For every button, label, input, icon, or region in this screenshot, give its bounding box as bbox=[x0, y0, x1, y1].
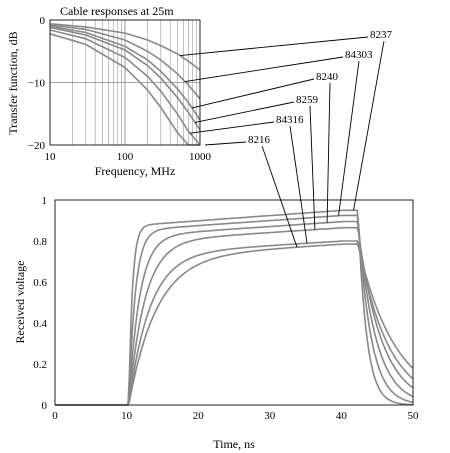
frequency-response-chart: Cable responses at 25m 10 100 10000−10−20 … bbox=[6, 4, 212, 178]
leader-line-8237 bbox=[179, 36, 369, 56]
cable-labels: 8237 84303 8240 8259 84316 8216 bbox=[246, 28, 398, 146]
leader-line-8240 bbox=[326, 82, 331, 223]
cable-label-background bbox=[274, 113, 310, 126]
leader-line-84303 bbox=[184, 56, 344, 82]
received-voltage-chart: 0 10 20 30 40 50 0 0.2 0.4 0.6 0.8 1 Time, ns Recei… bbox=[13, 195, 419, 451]
main-series-8216 bbox=[55, 243, 414, 406]
cable-label-background bbox=[314, 70, 344, 83]
cable-label-background bbox=[294, 93, 324, 106]
leader-line-84316 bbox=[289, 125, 308, 244]
top-y-tick-label: −10 bbox=[28, 78, 46, 90]
cable-leader-lines bbox=[179, 36, 385, 248]
cable-label-8237: 8237 bbox=[370, 29, 393, 41]
main-chart-tick-labels: 0 10 20 30 40 50 0 0.2 0.4 0.6 0.8 1 bbox=[33, 195, 419, 422]
top-chart-title: Cable responses at 25m bbox=[60, 4, 174, 18]
main-y-tick-label: 0.8 bbox=[33, 236, 47, 248]
main-y-tick-label: 1 bbox=[42, 195, 48, 207]
top-x-tick-label: 100 bbox=[117, 151, 134, 163]
leader-line-8237 bbox=[353, 40, 385, 211]
top-x-tick-label: 10 bbox=[45, 151, 57, 163]
main-chart-y-axis-label: Received voltage bbox=[13, 261, 27, 344]
main-chart-x-axis-label: Time, ns bbox=[213, 437, 255, 451]
leader-line-8259 bbox=[194, 101, 295, 123]
top-y-tick-label: −20 bbox=[28, 140, 46, 152]
top-chart-frame bbox=[49, 19, 201, 146]
cable-label-background bbox=[343, 48, 379, 61]
top-chart-curves bbox=[49, 23, 201, 146]
main-y-tick-label: 0 bbox=[42, 400, 48, 412]
main-x-tick-label: 20 bbox=[193, 410, 205, 422]
top-series-84303 bbox=[49, 24, 201, 100]
leader-line-84303 bbox=[338, 60, 360, 216]
top-series-8259 bbox=[49, 26, 201, 131]
cable-label-background bbox=[246, 133, 276, 146]
main-y-tick-label: 0.6 bbox=[33, 277, 47, 289]
cable-label-84316: 84316 bbox=[276, 114, 304, 126]
main-x-tick-label: 40 bbox=[336, 410, 348, 422]
cable-label-8240: 8240 bbox=[316, 71, 339, 83]
top-chart-x-axis-label: Frequency, MHz bbox=[95, 164, 176, 178]
top-series-8240 bbox=[49, 25, 201, 121]
top-chart-tick-labels: 10 100 1000 0 −10 −20 bbox=[28, 15, 212, 163]
top-series-84316 bbox=[49, 29, 201, 146]
top-y-tick-label: 0 bbox=[40, 15, 46, 27]
cable-label-84303: 84303 bbox=[345, 49, 373, 61]
top-chart-grid bbox=[50, 20, 200, 145]
main-y-tick-label: 0.2 bbox=[33, 359, 47, 371]
top-x-tick-label: 1000 bbox=[189, 151, 212, 163]
cable-label-8216: 8216 bbox=[248, 134, 271, 146]
cable-label-8259: 8259 bbox=[296, 94, 319, 106]
top-series-8216 bbox=[49, 33, 200, 146]
cable-label-background bbox=[368, 28, 398, 41]
main-series-84303 bbox=[55, 214, 414, 406]
main-chart-frame bbox=[54, 199, 414, 406]
leader-line-8216 bbox=[204, 141, 247, 146]
main-y-tick-label: 0.4 bbox=[33, 318, 47, 330]
main-x-tick-label: 0 bbox=[52, 410, 58, 422]
main-x-tick-label: 50 bbox=[408, 410, 420, 422]
leader-line-8240 bbox=[191, 78, 315, 109]
main-x-tick-label: 30 bbox=[264, 410, 276, 422]
main-x-tick-label: 10 bbox=[121, 410, 133, 422]
leader-line-8259 bbox=[309, 105, 316, 230]
main-chart-curves bbox=[55, 209, 414, 406]
main-series-84316 bbox=[55, 240, 414, 406]
top-series-8237 bbox=[49, 23, 201, 71]
leader-line-84316 bbox=[189, 121, 275, 134]
top-chart-y-axis-label: Transfer function, dB bbox=[6, 31, 20, 134]
leader-line-8216 bbox=[261, 145, 298, 248]
